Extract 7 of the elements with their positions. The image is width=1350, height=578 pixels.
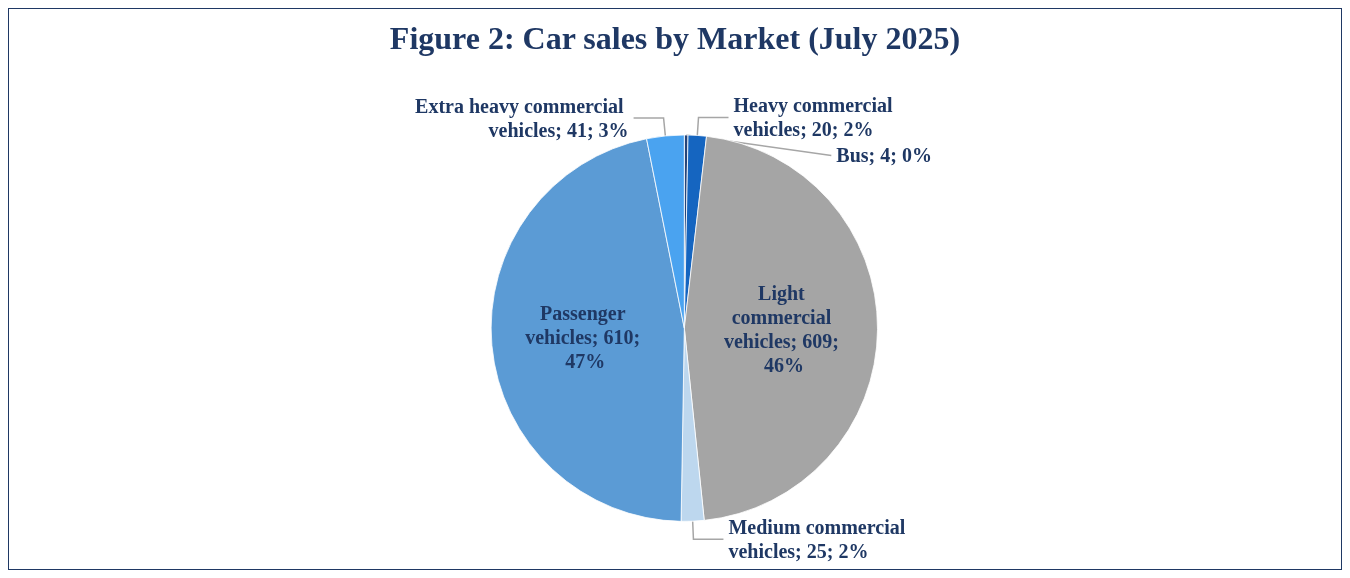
slice-label: Light commercial vehicles; 609; 46% [723,281,844,376]
slice-label: Extra heavy commercial vehicles; 41; 3% [415,95,629,142]
slice-label: Heavy commercial vehicles; 20; 2% [733,94,898,141]
slice-label: Medium commercial vehicles; 25; 2% [728,516,911,563]
slice-label: Bus; 4; 0% [836,144,932,167]
chart-title: Figure 2: Car sales by Market (July 2025) [389,20,961,56]
slice-label: Passenger vehicles; 610; 47% [525,302,646,373]
